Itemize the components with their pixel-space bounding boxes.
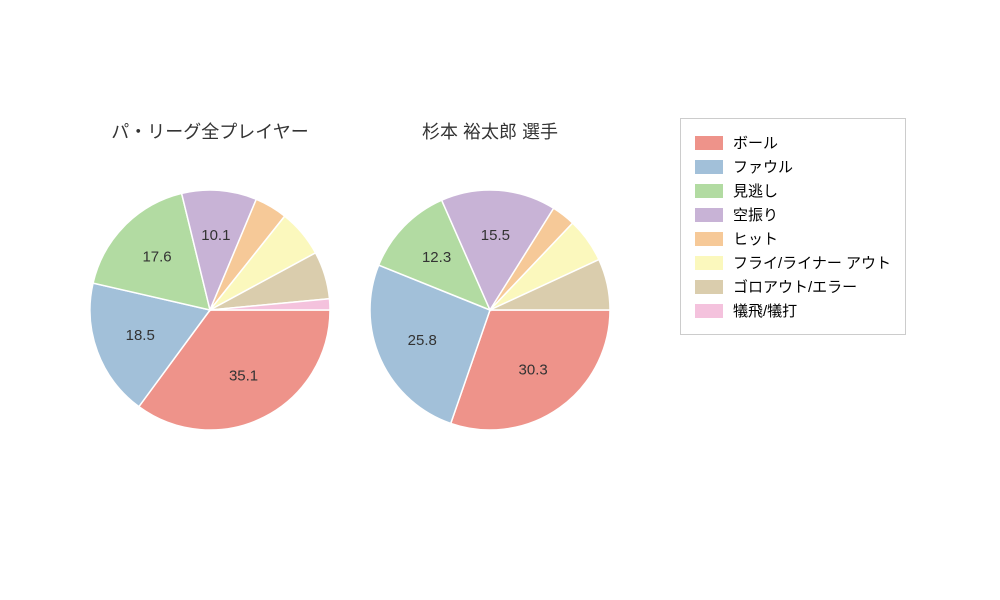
legend-label-miss: 見逃し [733,180,778,201]
legend-item-foul: ファウル [695,156,891,177]
pie-chart-player: 30.3 25.8 12.3 15.5 [366,186,614,434]
legend-swatch-sac [695,304,723,318]
legend-item-sac: 犠飛/犠打 [695,300,891,321]
legend-label-ball: ボール [733,132,778,153]
slice-label-foul: 18.5 [126,327,155,344]
legend-swatch-foul [695,160,723,174]
slice-label-ball: 30.3 [519,362,548,379]
slice-label-miss: 17.6 [142,249,171,266]
legend-swatch-fly [695,256,723,270]
slice-label-miss: 12.3 [422,249,451,266]
legend-label-ground: ゴロアウト/エラー [733,276,857,297]
legend-item-ground: ゴロアウト/エラー [695,276,891,297]
slice-label-swing: 15.5 [481,227,510,244]
legend-swatch-hit [695,232,723,246]
slice-label-ball: 35.1 [229,367,258,384]
legend-swatch-miss [695,184,723,198]
chart-title-player: 杉本 裕太郎 選手 [370,118,610,144]
legend-item-miss: 見逃し [695,180,891,201]
legend-label-fly: フライ/ライナー アウト [733,252,891,273]
legend-label-sac: 犠飛/犠打 [733,300,797,321]
legend-swatch-swing [695,208,723,222]
chart-container: パ・リーグ全プレイヤー 杉本 裕太郎 選手 35.1 18.5 17.6 10.1 3… [0,0,1000,600]
legend: ボールファウル見逃し空振りヒットフライ/ライナー アウトゴロアウト/エラー犠飛/… [680,118,906,335]
slice-label-foul: 25.8 [408,332,437,349]
slice-label-swing: 10.1 [201,227,230,244]
legend-item-fly: フライ/ライナー アウト [695,252,891,273]
legend-label-foul: ファウル [733,156,793,177]
legend-label-hit: ヒット [733,228,778,249]
chart-title-league: パ・リーグ全プレイヤー [90,118,330,144]
pie-chart-league: 35.1 18.5 17.6 10.1 [86,186,334,434]
legend-swatch-ball [695,136,723,150]
legend-item-ball: ボール [695,132,891,153]
legend-item-hit: ヒット [695,228,891,249]
legend-item-swing: 空振り [695,204,891,225]
legend-swatch-ground [695,280,723,294]
legend-label-swing: 空振り [733,204,778,225]
